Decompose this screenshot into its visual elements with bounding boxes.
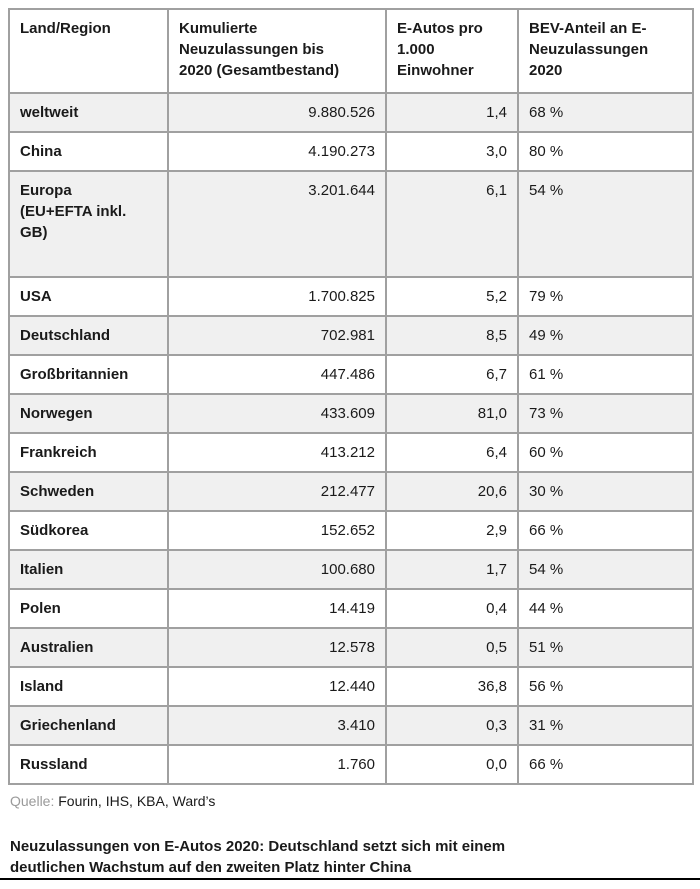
column-header: E-Autos pro 1.000 Einwohner [385, 8, 519, 94]
cumulative-registrations-cell: 1.700.825 [167, 276, 387, 317]
table-row: Schweden 212.477 20,6 30 % [8, 471, 694, 512]
bev-share-cell: 31 % [517, 705, 694, 746]
per-1000-inhabitants-cell: 8,5 [385, 315, 519, 356]
cumulative-registrations-cell: 212.477 [167, 471, 387, 512]
table-caption: Neuzulassungen von E-Autos 2020: Deutsch… [10, 838, 506, 876]
table-row: USA 1.700.825 5,2 79 % [8, 276, 694, 317]
column-header: Kumulierte Neuzulassungen bis 2020 (Gesa… [167, 8, 387, 94]
region-cell: Norwegen [8, 393, 169, 434]
cumulative-registrations-cell: 433.609 [167, 393, 387, 434]
per-1000-inhabitants-cell: 6,7 [385, 354, 519, 395]
per-1000-inhabitants-cell: 5,2 [385, 276, 519, 317]
table-row: weltweit 9.880.526 1,4 68 % [8, 92, 694, 133]
bev-share-cell: 66 % [517, 510, 694, 551]
region-cell: Australien [8, 627, 169, 668]
table-row: Frankreich 413.212 6,4 60 % [8, 432, 694, 473]
region-cell: Griechenland [8, 705, 169, 746]
table-header: Land/Region Kumulierte Neuzulassungen bis… [8, 8, 694, 94]
table-row: Polen 14.419 0,4 44 % [8, 588, 694, 629]
region-cell: Russland [8, 744, 169, 785]
region-cell: weltweit [8, 92, 169, 133]
table-row: Deutschland 702.981 8,5 49 % [8, 315, 694, 356]
region-cell: Polen [8, 588, 169, 629]
bev-share-cell: 51 % [517, 627, 694, 668]
region-cell: USA [8, 276, 169, 317]
bev-share-cell: 49 % [517, 315, 694, 356]
table-row: Europa (EU+EFTA inkl. GB) 3.201.644 6,1 54 … [8, 170, 694, 278]
region-cell: Island [8, 666, 169, 707]
bev-share-cell: 80 % [517, 131, 694, 172]
table-row: Island 12.440 36,8 56 % [8, 666, 694, 707]
per-1000-inhabitants-cell: 0,4 [385, 588, 519, 629]
bev-share-cell: 61 % [517, 354, 694, 395]
cumulative-registrations-cell: 4.190.273 [167, 131, 387, 172]
table-row: Norwegen 433.609 81,0 73 % [8, 393, 694, 434]
per-1000-inhabitants-cell: 6,4 [385, 432, 519, 473]
source-line: Quelle: Fourin, IHS, KBA, Ward’s [10, 792, 692, 811]
cumulative-registrations-cell: 3.410 [167, 705, 387, 746]
per-1000-inhabitants-cell: 1,4 [385, 92, 519, 133]
cumulative-registrations-cell: 14.419 [167, 588, 387, 629]
cumulative-registrations-cell: 9.880.526 [167, 92, 387, 133]
per-1000-inhabitants-cell: 1,7 [385, 549, 519, 590]
table-row: China 4.190.273 3,0 80 % [8, 131, 694, 172]
per-1000-inhabitants-cell: 3,0 [385, 131, 519, 172]
cumulative-registrations-cell: 1.760 [167, 744, 387, 785]
table-row: Russland 1.760 0,0 66 % [8, 744, 694, 785]
source-label: Quelle: [10, 793, 55, 809]
cumulative-registrations-cell: 702.981 [167, 315, 387, 356]
per-1000-inhabitants-cell: 6,1 [385, 170, 519, 278]
cumulative-registrations-cell: 12.578 [167, 627, 387, 668]
region-cell: Schweden [8, 471, 169, 512]
table-body: weltweit 9.880.526 1,4 68 % China 4.190.273 3,… [8, 92, 694, 785]
per-1000-inhabitants-cell: 0,0 [385, 744, 519, 785]
column-header: BEV-Anteil an E- Neuzulassungen 2020 [517, 8, 694, 94]
bev-share-cell: 68 % [517, 92, 694, 133]
per-1000-inhabitants-cell: 0,5 [385, 627, 519, 668]
region-cell: Südkorea [8, 510, 169, 551]
region-cell: Europa (EU+EFTA inkl. GB) [8, 170, 169, 278]
bev-share-cell: 60 % [517, 432, 694, 473]
bev-share-cell: 44 % [517, 588, 694, 629]
header-row: Land/Region Kumulierte Neuzulassungen bis… [8, 8, 694, 94]
cumulative-registrations-cell: 12.440 [167, 666, 387, 707]
region-cell: Frankreich [8, 432, 169, 473]
cumulative-registrations-cell: 100.680 [167, 549, 387, 590]
table-row: Südkorea 152.652 2,9 66 % [8, 510, 694, 551]
bev-share-cell: 54 % [517, 170, 694, 278]
column-header: Land/Region [8, 8, 169, 94]
per-1000-inhabitants-cell: 20,6 [385, 471, 519, 512]
per-1000-inhabitants-cell: 0,3 [385, 705, 519, 746]
bev-share-cell: 73 % [517, 393, 694, 434]
source-value: Fourin, IHS, KBA, Ward’s [58, 793, 216, 809]
cumulative-registrations-cell: 413.212 [167, 432, 387, 473]
region-cell: Deutschland [8, 315, 169, 356]
ev-registrations-table: Land/Region Kumulierte Neuzulassungen bis… [8, 8, 694, 785]
bev-share-cell: 66 % [517, 744, 694, 785]
per-1000-inhabitants-cell: 36,8 [385, 666, 519, 707]
cumulative-registrations-cell: 152.652 [167, 510, 387, 551]
bottom-divider [0, 878, 700, 880]
per-1000-inhabitants-cell: 2,9 [385, 510, 519, 551]
cumulative-registrations-cell: 3.201.644 [167, 170, 387, 278]
table-row: Griechenland 3.410 0,3 31 % [8, 705, 694, 746]
region-cell: Großbritannien [8, 354, 169, 395]
region-cell: Italien [8, 549, 169, 590]
bev-share-cell: 54 % [517, 549, 694, 590]
cumulative-registrations-cell: 447.486 [167, 354, 387, 395]
region-cell: China [8, 131, 169, 172]
bev-share-cell: 56 % [517, 666, 694, 707]
per-1000-inhabitants-cell: 81,0 [385, 393, 519, 434]
table-row: Australien 12.578 0,5 51 % [8, 627, 694, 668]
table-row: Großbritannien 447.486 6,7 61 % [8, 354, 694, 395]
table-row: Italien 100.680 1,7 54 % [8, 549, 694, 590]
bev-share-cell: 79 % [517, 276, 694, 317]
bev-share-cell: 30 % [517, 471, 694, 512]
